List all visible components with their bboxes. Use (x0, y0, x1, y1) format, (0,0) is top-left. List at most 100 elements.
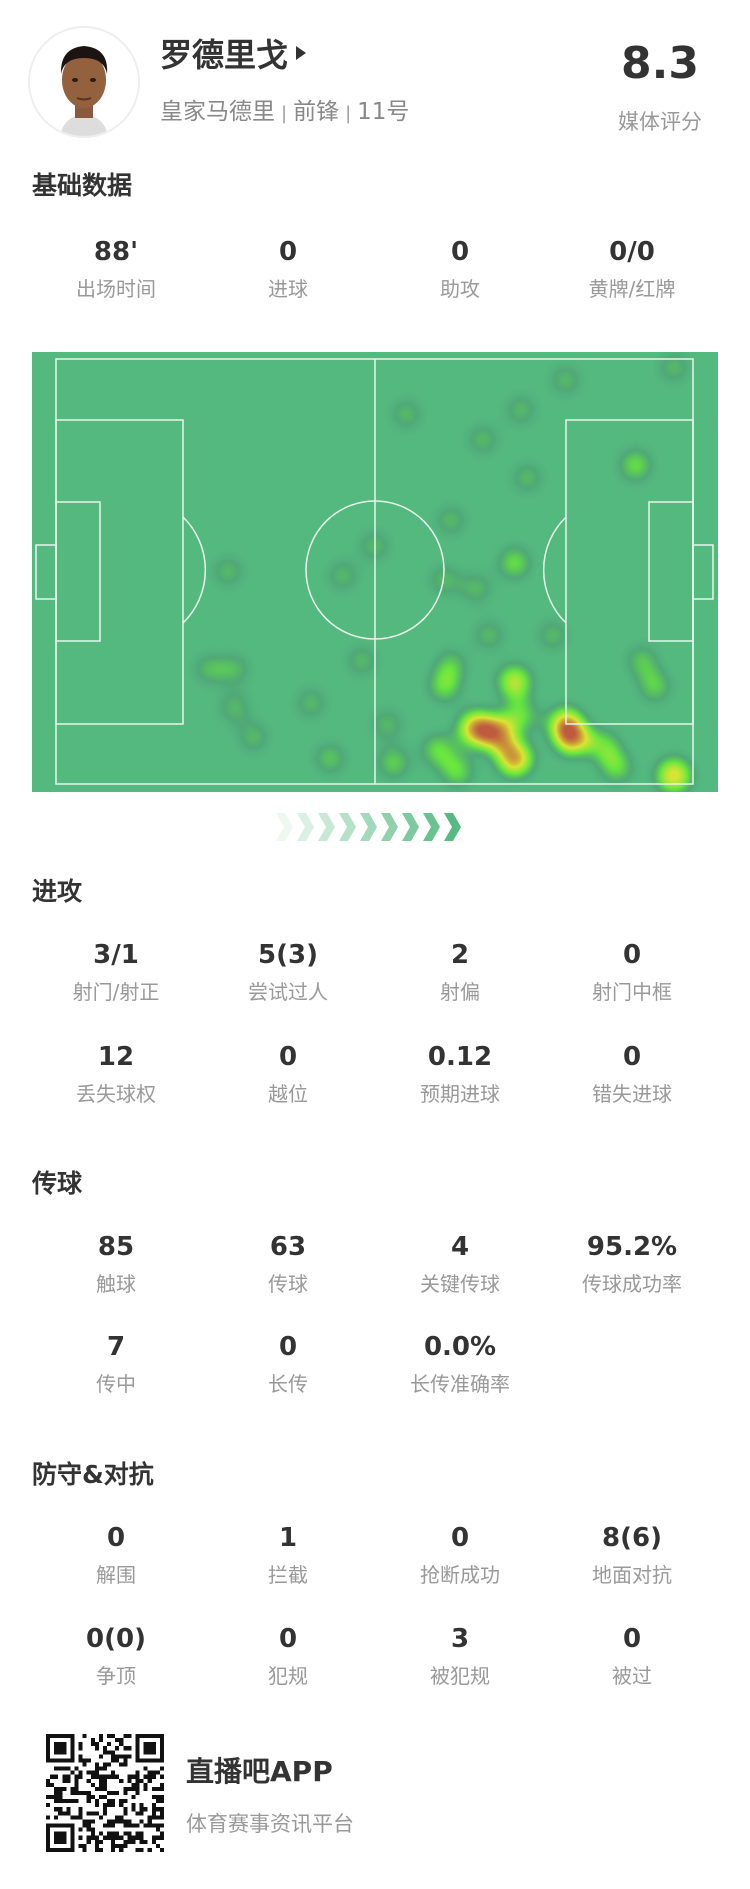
heat-spot (505, 394, 537, 426)
stat-value: 1 (278, 1523, 298, 1553)
stat-value: 0 (622, 940, 642, 970)
team-name: 皇家马德里 (160, 99, 275, 125)
stat-label: 尝试过人 (248, 980, 328, 1004)
defense-stats-row: 0 解围 1 拦截 0 抢断成功 8(6) 地面对抗 (30, 1521, 718, 1588)
stat-label: 射门/射正 (72, 980, 160, 1004)
stat-label: 进球 (268, 277, 308, 301)
chevron-right-icon (318, 813, 335, 841)
stat-value: 3/1 (93, 940, 139, 970)
position: 前锋 (293, 99, 340, 125)
stat-value: 0/0 (609, 237, 655, 267)
stat-label: 长传准确率 (410, 1372, 510, 1396)
stat-item: 8(6) 地面对抗 (546, 1521, 718, 1588)
pitch-lines (35, 358, 714, 785)
chevron-right-icon (402, 813, 419, 841)
stat-item: 0 越位 (202, 1040, 374, 1107)
stat-value: 5(3) (258, 940, 318, 970)
heat-spot (193, 653, 225, 685)
heat-spot (313, 742, 346, 775)
app-name: 直播吧APP (186, 1755, 333, 1788)
stat-label: 地面对抗 (592, 1563, 672, 1587)
stat-value: 3 (450, 1624, 470, 1654)
heat-spot (658, 352, 690, 384)
section-title-basic: 基础数据 (32, 171, 133, 200)
stat-value: 0 (450, 237, 470, 267)
stat-value: 0 (278, 237, 298, 267)
chevron-right-icon (423, 813, 440, 841)
section-title-defense: 防守&对抗 (32, 1460, 154, 1489)
player-photo (30, 28, 138, 136)
stat-value: 0 (278, 1042, 298, 1072)
stat-label: 被犯规 (430, 1664, 490, 1688)
heat-spot (549, 364, 582, 396)
heat-spot (460, 572, 493, 605)
stat-item: 1 拦截 (202, 1521, 374, 1588)
stat-value: 0 (622, 1624, 642, 1654)
stat-item: 12 丢失球权 (30, 1040, 202, 1107)
stat-value: 0.0% (423, 1332, 497, 1362)
stat-item: 63 传球 (202, 1230, 374, 1297)
stat-label: 出场时间 (76, 277, 156, 301)
heat-spot (371, 708, 403, 741)
stat-item: 4 关键传球 (374, 1230, 546, 1297)
heat-spot (435, 504, 467, 537)
stat-item: 0 助攻 (374, 235, 546, 302)
stat-label: 被过 (612, 1664, 652, 1688)
stat-label: 预期进球 (420, 1082, 500, 1106)
heat-spot (346, 645, 378, 677)
stat-label: 抢断成功 (420, 1563, 500, 1587)
stat-item: 0 抢断成功 (374, 1521, 546, 1588)
passing-stats-row: 7 传中 0 长传 0.0% 长传准确率 (30, 1330, 718, 1397)
stat-value: 0 (278, 1332, 298, 1362)
passing-stats-row: 85 触球 63 传球 4 关键传球 95.2% 传球成功率 (30, 1230, 718, 1297)
stat-label: 关键传球 (420, 1272, 500, 1296)
heat-spot (626, 644, 659, 677)
player-info: 皇家马德里 | 前锋 | 11号 (160, 92, 409, 126)
stat-label: 长传 (268, 1372, 308, 1396)
chevron-right-icon (381, 813, 398, 841)
attack-direction-arrows (276, 813, 461, 841)
heat-spot (440, 754, 474, 788)
heat-spot (421, 733, 455, 767)
stat-label: 助攻 (440, 277, 480, 301)
stat-item: 88' 出场时间 (30, 235, 202, 302)
chevron-right-icon (444, 813, 461, 841)
heat-spot (498, 546, 532, 580)
heat-spot (212, 555, 244, 588)
stat-label: 传球 (268, 1272, 308, 1296)
section-title-attack: 进攻 (32, 877, 83, 906)
stat-item: 5(3) 尝试过人 (202, 938, 374, 1005)
player-avatar (28, 26, 140, 138)
stat-value: 85 (97, 1232, 135, 1262)
heat-spot (218, 691, 251, 724)
chevron-right-icon (297, 813, 314, 841)
heat-spot (496, 664, 533, 700)
media-rating-label: 媒体评分 (618, 110, 702, 134)
media-rating: 8.3 (621, 38, 699, 89)
stat-value: 88' (93, 237, 139, 267)
divider: | (281, 103, 288, 124)
heat-spot (390, 398, 423, 430)
stat-label: 拦截 (268, 1563, 308, 1587)
stat-value: 0 (450, 1523, 470, 1553)
stat-item: 95.2% 传球成功率 (546, 1230, 718, 1297)
player-name-link[interactable]: 罗德里戈 (160, 30, 307, 76)
shirt-number: 11号 (357, 99, 410, 125)
app-slogan: 体育赛事资讯平台 (186, 1812, 354, 1836)
chevron-right-icon (276, 813, 293, 841)
stat-label: 犯规 (268, 1664, 308, 1688)
attack-stats-row: 12 丢失球权 0 越位 0.12 预期进球 0 错失进球 (30, 1040, 718, 1107)
stat-label: 传中 (96, 1372, 136, 1396)
heat-spot (237, 721, 270, 753)
stat-item: 0 错失进球 (546, 1040, 718, 1107)
stat-value: 0 (622, 1042, 642, 1072)
heat-spot (511, 462, 544, 494)
stat-label: 黄牌/红牌 (588, 277, 676, 301)
heat-spot (638, 669, 672, 703)
heat-spot (599, 750, 634, 784)
heat-spot (218, 653, 251, 685)
qr-code[interactable] (46, 1734, 164, 1852)
player-name: 罗德里戈 (160, 36, 289, 74)
stat-value: 0 (278, 1624, 298, 1654)
stat-value: 12 (97, 1042, 135, 1072)
